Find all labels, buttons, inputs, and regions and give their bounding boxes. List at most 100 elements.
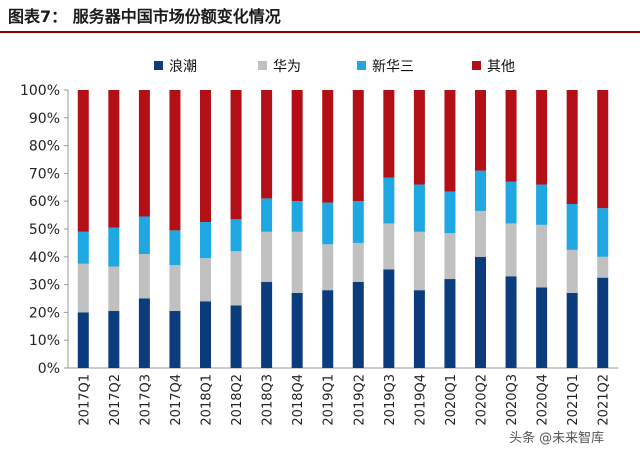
bar-segment xyxy=(475,90,486,171)
x-tick-label: 2018Q4 xyxy=(291,374,306,426)
bar-segment xyxy=(475,210,486,257)
x-tick-label: 2017Q4 xyxy=(169,374,184,426)
bar-segment xyxy=(536,287,548,368)
bar-segment xyxy=(505,276,517,368)
bar-segment xyxy=(138,298,150,368)
bar-segment xyxy=(383,177,395,224)
legend-label: 华为 xyxy=(273,59,301,75)
watermark-text: 头条 @未来智库 xyxy=(509,431,605,446)
bar-segment xyxy=(536,90,548,185)
bar-segment xyxy=(200,222,211,259)
bar-segment xyxy=(352,281,364,368)
bar-segment xyxy=(261,198,273,232)
x-tick-label: 2017Q2 xyxy=(108,374,123,426)
bar-segment xyxy=(169,90,181,231)
legend-label: 其他 xyxy=(487,59,515,75)
bar-segment xyxy=(291,201,303,232)
bar-segment xyxy=(475,170,486,211)
bar-segment xyxy=(108,227,120,267)
bar-segment xyxy=(383,269,395,368)
bar-segment xyxy=(352,201,364,243)
x-tick-label: 2020Q2 xyxy=(475,374,490,426)
bar-segment xyxy=(108,90,120,228)
legend-swatch xyxy=(258,61,267,70)
x-tick-label: 2018Q3 xyxy=(261,374,276,426)
bar-segment xyxy=(475,256,486,368)
bar-segment xyxy=(261,281,273,368)
bar-segment xyxy=(566,249,578,293)
bar-segment xyxy=(261,90,273,199)
bar-segment xyxy=(597,277,609,368)
bar-segment xyxy=(322,90,334,203)
x-tick-label: 2019Q3 xyxy=(383,374,398,426)
bar-segment xyxy=(505,181,517,224)
legend-label: 浪潮 xyxy=(169,59,197,75)
x-tick-label: 2017Q3 xyxy=(138,374,153,426)
x-tick-label: 2020Q3 xyxy=(505,374,520,426)
legend-swatch xyxy=(154,61,163,70)
x-tick-label: 2021Q2 xyxy=(597,374,612,426)
x-tick-label: 2021Q1 xyxy=(566,374,581,426)
bar-segment xyxy=(566,90,578,204)
y-tick-label: 100% xyxy=(20,83,60,99)
chart-title: 图表7： 服务器中国市场份额变化情况 xyxy=(8,7,281,26)
bar-segment xyxy=(77,231,89,264)
x-tick-label: 2019Q1 xyxy=(322,374,337,426)
bar-segment xyxy=(77,90,89,232)
bar-segment xyxy=(597,90,609,209)
bar-segment xyxy=(322,290,334,368)
bar-segment xyxy=(200,90,211,223)
legend-swatch xyxy=(472,61,481,70)
bar-segment xyxy=(536,184,548,225)
legend-label: 新华三 xyxy=(372,59,414,75)
bar-segment xyxy=(413,90,425,185)
y-tick-label: 60% xyxy=(29,194,60,210)
bar-segment xyxy=(200,258,211,302)
y-tick-label: 40% xyxy=(29,250,60,266)
chart-legend: 浪潮 华为 新华三 其他 xyxy=(154,59,515,75)
bar-segment xyxy=(138,216,150,255)
bar-segment xyxy=(230,251,242,306)
x-tick-label: 2018Q1 xyxy=(200,374,215,426)
y-tick-label: 30% xyxy=(29,278,60,294)
bar-segment xyxy=(230,90,242,220)
bar-segment xyxy=(352,242,364,282)
y-tick-label: 20% xyxy=(29,305,60,321)
x-axis: 2017Q1 2017Q2 2017Q3 2017Q4 2018Q1 2018Q2 2018… xyxy=(68,367,618,426)
bar-segment xyxy=(413,290,425,368)
legend-swatch xyxy=(357,61,366,70)
bar-segment xyxy=(108,266,120,312)
bar-segment xyxy=(505,223,517,277)
bar-segment xyxy=(597,256,609,278)
bar-segment xyxy=(230,305,242,368)
x-tick-label: 2018Q2 xyxy=(230,374,245,426)
y-tick-label: 80% xyxy=(29,139,60,155)
bar-segment xyxy=(77,312,89,368)
bar-segment xyxy=(322,244,334,291)
bar-segment xyxy=(352,90,364,202)
bar-segment xyxy=(444,279,456,368)
y-tick-label: 90% xyxy=(29,111,60,127)
y-tick-label: 10% xyxy=(29,333,60,349)
bar-segment xyxy=(77,263,89,313)
y-axis: 0% 10% 20% 30% 40% 50% 60% 70% 80% 90% 100% xyxy=(20,83,69,377)
x-tick-label: 2019Q4 xyxy=(413,374,428,426)
bar-series xyxy=(77,90,609,368)
bar-segment xyxy=(200,301,211,368)
bar-segment xyxy=(169,311,181,368)
bar-segment xyxy=(291,231,303,293)
bar-segment xyxy=(230,219,242,252)
y-tick-label: 50% xyxy=(29,222,60,238)
bar-segment xyxy=(444,90,456,192)
bar-segment xyxy=(169,265,181,312)
bar-segment xyxy=(108,311,120,368)
bar-segment xyxy=(383,90,395,178)
x-tick-label: 2017Q1 xyxy=(77,374,92,426)
bar-segment xyxy=(536,224,548,288)
watermark: 头条 @未来智库 xyxy=(509,428,637,450)
bar-segment xyxy=(383,223,395,270)
bar-segment xyxy=(444,191,456,234)
bar-segment xyxy=(322,202,334,245)
bar-segment xyxy=(138,90,150,217)
